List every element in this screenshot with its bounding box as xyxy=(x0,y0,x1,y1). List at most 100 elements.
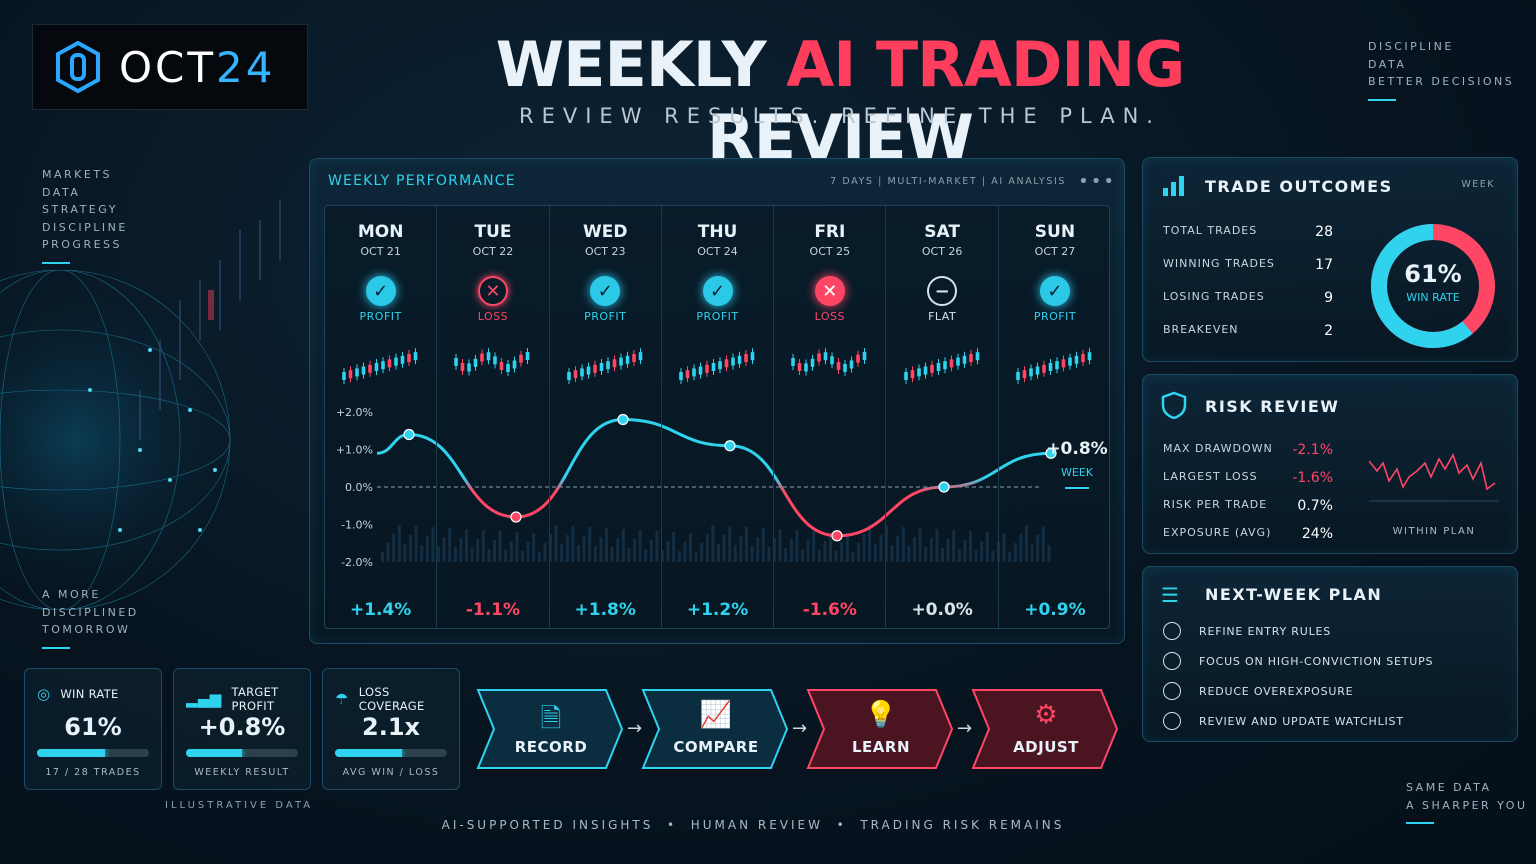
day-column-sun: SUN OCT 27 ✓ PROFIT +0.9% xyxy=(999,206,1111,628)
check-icon: ✓ xyxy=(1039,276,1070,306)
data-point xyxy=(724,440,736,452)
volume-bar xyxy=(789,539,793,562)
weekly-line-chart: +2.0% +1.0% 0.0% -1.0% -2.0% +0.8% WEEK xyxy=(336,406,1108,569)
minus-icon: − xyxy=(927,276,958,306)
more-options-icon[interactable]: ••• xyxy=(1078,171,1116,192)
volume-bar xyxy=(481,530,485,562)
kpi-sub: WEEKLY RESULT xyxy=(194,767,290,778)
checkbox[interactable] xyxy=(1163,682,1181,700)
volume-bar xyxy=(470,548,474,562)
volume-bar xyxy=(431,527,435,562)
volume-bar xyxy=(812,531,816,562)
volume-bar xyxy=(1047,545,1051,562)
step-record[interactable]: 🗎 RECORD xyxy=(478,688,624,770)
volume-bar xyxy=(834,551,838,562)
volume-bar xyxy=(672,532,676,562)
trade-outcomes-title: TRADE OUTCOMES xyxy=(1205,177,1393,196)
day-status: FLAT xyxy=(928,310,957,323)
volume-bar xyxy=(621,529,625,562)
gear-icon: ⚙ xyxy=(1034,700,1058,730)
volume-bar xyxy=(683,542,687,562)
volume-bar xyxy=(700,543,704,562)
plan-item[interactable]: REVIEW AND UPDATE WATCHLIST xyxy=(1163,712,1404,730)
stat-row: LOSING TRADES 9 xyxy=(1163,290,1333,306)
volume-bar xyxy=(957,549,961,562)
day-name: SUN xyxy=(1034,222,1076,242)
volume-bar xyxy=(890,545,894,562)
plan-item[interactable]: FOCUS ON HIGH-CONVICTION SETUPS xyxy=(1163,652,1433,670)
volume-bar xyxy=(991,551,995,562)
volume-bar xyxy=(941,548,944,562)
step-adjust[interactable]: ⚙ ADJUST xyxy=(973,688,1119,770)
volume-bar xyxy=(414,526,418,562)
volume-bar xyxy=(739,536,743,562)
day-pct: +1.2% xyxy=(686,600,749,620)
data-point xyxy=(403,428,415,441)
volume-bar xyxy=(543,543,547,562)
volume-bar xyxy=(694,552,698,562)
stat-row: TOTAL TRADES 28 xyxy=(1163,224,1333,240)
risk-row: MAX DRAWDOWN -2.1% xyxy=(1163,442,1333,458)
data-point xyxy=(938,481,950,493)
left-bottom-tags: A MORE DISCIPLINED TOMORROW xyxy=(42,586,139,649)
stat-row: WINNING TRADES 17 xyxy=(1163,257,1333,273)
step-compare[interactable]: 📈 COMPARE xyxy=(643,688,789,770)
page-subtitle: REVIEW RESULTS. REFINE THE PLAN. xyxy=(519,104,1161,128)
hexagon-logo-icon xyxy=(56,41,100,93)
volume-bar xyxy=(644,549,648,562)
kpi-sub: 17 / 28 TRADES xyxy=(45,767,141,778)
checkbox[interactable] xyxy=(1163,622,1181,640)
day-name: MON xyxy=(357,222,404,242)
risk-row: RISK PER TRADE 0.7% xyxy=(1163,498,1333,514)
volume-bar xyxy=(593,546,597,562)
volume-bar xyxy=(582,536,586,562)
volume-bar xyxy=(733,545,737,562)
volume-bar xyxy=(1002,533,1006,562)
weekly-performance-title: WEEKLY PERFORMANCE xyxy=(328,173,516,189)
day-date: OCT 24 xyxy=(697,245,738,258)
mini-candles xyxy=(791,348,867,376)
volume-bar xyxy=(901,527,905,562)
volume-bar xyxy=(963,540,967,562)
volume-bar xyxy=(537,552,541,562)
weekly-grid: +2.0% +1.0% 0.0% -1.0% -2.0% +0.8% WEEK MON OCT… xyxy=(324,205,1110,629)
volume-bar xyxy=(1019,534,1023,562)
volume-bar xyxy=(554,525,558,562)
bar-chart-icon: ▂▄▆ xyxy=(186,690,222,708)
step-learn[interactable]: 💡 LEARN xyxy=(808,688,954,770)
volume-bar xyxy=(420,545,424,562)
volume-bar xyxy=(403,544,407,562)
plan-item[interactable]: REDUCE OVEREXPOSURE xyxy=(1163,682,1353,700)
volume-bar xyxy=(453,547,457,562)
volume-bar xyxy=(560,544,564,562)
volume-bar xyxy=(829,532,832,562)
risk-review-panel: RISK REVIEW MAX DRAWDOWN -2.1% LARGEST LO… xyxy=(1142,374,1518,554)
illustrative-note: ILLUSTRATIVE DATA xyxy=(165,800,314,811)
checkbox[interactable] xyxy=(1163,652,1181,670)
volume-bar xyxy=(504,550,508,562)
day-pct: +1.4% xyxy=(349,600,412,620)
volume-bar xyxy=(705,534,709,562)
volume-bar xyxy=(711,525,715,562)
globe-decoration xyxy=(0,270,231,610)
volume-bar xyxy=(935,529,939,562)
volume-bar xyxy=(845,533,849,562)
volume-bar xyxy=(521,551,524,562)
y-tick-label: +1.0% xyxy=(336,444,373,457)
volume-bar xyxy=(952,530,956,562)
volume-bar xyxy=(498,531,502,562)
check-icon: ✓ xyxy=(590,276,621,306)
drawdown-sparkline xyxy=(1369,453,1499,502)
volume-bar xyxy=(588,527,592,562)
plan-title: NEXT-WEEK PLAN xyxy=(1205,585,1383,604)
day-pct: -1.6% xyxy=(802,600,857,620)
volume-bar xyxy=(728,526,732,562)
mini-candles xyxy=(342,348,418,384)
volume-bar xyxy=(649,540,653,562)
volume-bar xyxy=(946,539,950,562)
plan-item[interactable]: REFINE ENTRY RULES xyxy=(1163,622,1331,640)
data-point xyxy=(617,413,629,426)
checkbox[interactable] xyxy=(1163,712,1181,730)
mini-candles xyxy=(1015,348,1092,384)
volume-bar xyxy=(599,537,603,562)
